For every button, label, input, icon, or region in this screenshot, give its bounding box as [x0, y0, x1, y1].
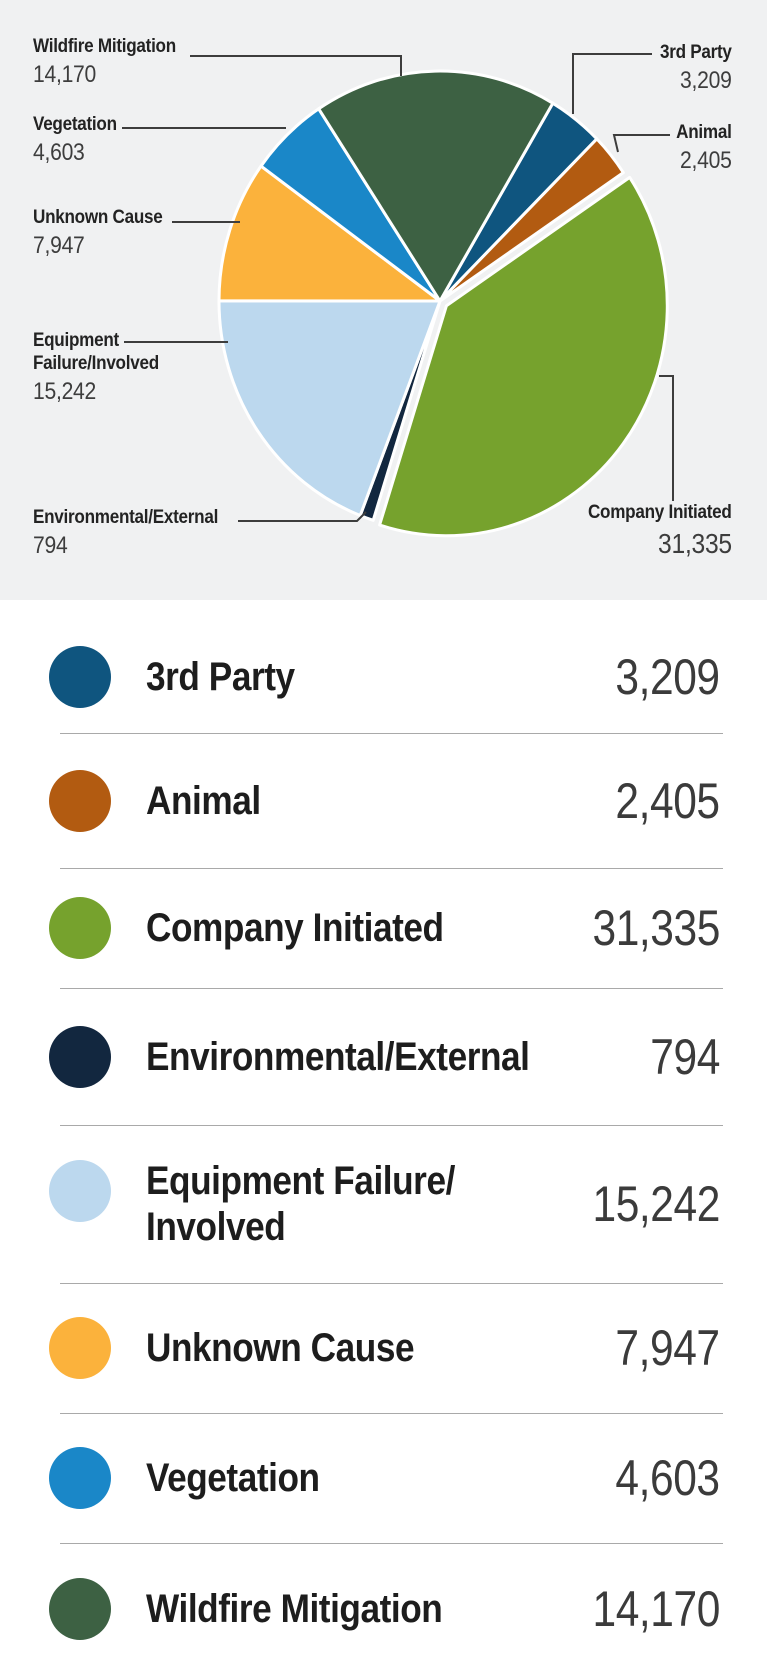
callout-environmental-external: Environmental/External 794	[33, 507, 239, 561]
callout-label: Company Initiated	[588, 502, 732, 523]
legend-swatch-vegetation	[49, 1447, 111, 1509]
legend-row-wildfire-mitigation: Wildfire Mitigation 14,170	[0, 1543, 767, 1675]
callout-label: 3rd Party	[660, 42, 732, 63]
legend-label: Unknown Cause	[146, 1326, 415, 1370]
legend-label: Company Initiated	[146, 906, 444, 950]
callout-value: 14,170	[33, 61, 97, 89]
legend-label: Environmental/External	[146, 1034, 530, 1079]
legend-value: 14,170	[592, 1581, 721, 1637]
pie-slice-wildfire-mitigation	[317, 69, 555, 303]
legend-swatch-equipment-failure	[49, 1160, 111, 1222]
legend-swatch-animal	[49, 769, 111, 832]
legend-label: Vegetation	[146, 1456, 320, 1500]
pie-slice-animal	[438, 137, 625, 303]
legend-label: Wildfire Mitigation	[146, 1587, 443, 1631]
callout-value: 4,603	[33, 139, 85, 167]
pie-slice-unknown-cause	[217, 164, 442, 303]
legend-value: 3,209	[615, 648, 721, 705]
legend-swatch-unknown-cause	[49, 1317, 111, 1379]
callout-animal: Animal 2,405	[670, 122, 733, 176]
callout-label: Vegetation	[33, 114, 117, 135]
callout-label: Animal	[676, 122, 733, 143]
pie-slice-equipment-failure-involved	[217, 299, 442, 517]
legend-label: 3rd Party	[146, 654, 295, 699]
callout-line	[238, 511, 367, 522]
pie-chart-panel: Wildfire Mitigation 14,170 Vegetation 4,…	[0, 0, 767, 600]
callout-line	[659, 375, 674, 501]
legend-value: 15,242	[592, 1176, 721, 1232]
callout-value: 31,335	[658, 528, 732, 560]
callout-label: Wildfire Mitigation	[33, 36, 176, 57]
callout-company-initiated: Company Initiated 31,335	[572, 502, 732, 560]
legend-swatch-wildfire-mitigation	[49, 1578, 111, 1640]
legend-value: 2,405	[615, 772, 721, 829]
legend-value: 4,603	[615, 1450, 721, 1506]
legend-row-animal: Animal 2,405	[0, 733, 767, 868]
callout-equipment-failure: Equipment Failure/Involved 15,242	[33, 329, 173, 406]
legend-swatch-environmental-external	[49, 1025, 111, 1088]
callout-line	[612, 134, 670, 153]
callout-label: Environmental/External	[33, 507, 219, 528]
callout-vegetation: Vegetation 4,603	[33, 114, 126, 168]
legend-value: 31,335	[592, 900, 721, 956]
callout-value: 2,405	[680, 147, 732, 175]
callout-value: 794	[33, 532, 68, 560]
callout-value: 3,209	[680, 67, 732, 95]
callout-value: 7,947	[33, 232, 85, 260]
callout-label: Unknown Cause	[33, 207, 163, 228]
legend-row-equipment-failure: Equipment Failure/Involved 15,242	[0, 1125, 767, 1283]
legend-row-vegetation: Vegetation 4,603	[0, 1413, 767, 1543]
callout-unknown-cause: Unknown Cause 7,947	[33, 207, 177, 261]
pie-chart	[122, 53, 674, 538]
callout-label: Failure/Involved	[33, 353, 159, 374]
legend-swatch-3rd-party	[49, 645, 111, 708]
legend: 3rd Party 3,209 Animal 2,405 Company Ini…	[0, 600, 767, 1675]
legend-label: Animal	[146, 778, 261, 823]
legend-value: 7,947	[615, 1320, 721, 1376]
callout-label: Equipment	[33, 330, 119, 351]
callout-wildfire-mitigation: Wildfire Mitigation 14,170	[33, 36, 192, 90]
callout-line	[190, 55, 402, 76]
legend-row-3rd-party: 3rd Party 3,209	[0, 600, 767, 733]
legend-swatch-company-initiated	[49, 897, 111, 959]
callout-line	[572, 53, 652, 114]
callout-value: 15,242	[33, 378, 97, 405]
legend-row-company-initiated: Company Initiated 31,335	[0, 868, 767, 988]
legend-value: 794	[650, 1028, 720, 1085]
pie-slice-company-initiated	[378, 175, 669, 538]
legend-label: Equipment Failure/Involved	[146, 1159, 455, 1249]
legend-row-unknown-cause: Unknown Cause 7,947	[0, 1283, 767, 1413]
legend-row-environmental-external: Environmental/External 794	[0, 988, 767, 1125]
callout-3rd-party: 3rd Party 3,209	[652, 42, 732, 96]
